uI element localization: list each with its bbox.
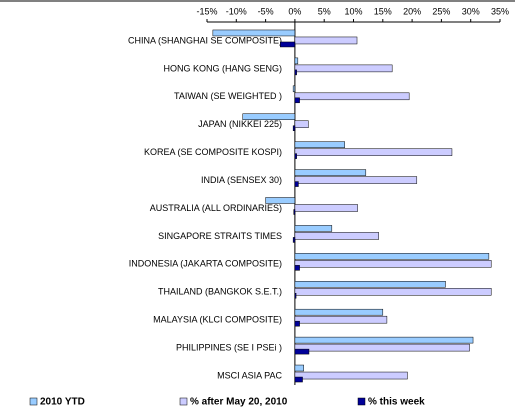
bar: [294, 364, 304, 372]
category-label: JAPAN (NIKKEI 225): [198, 119, 282, 129]
x-tick-label: 30%: [462, 6, 480, 16]
x-tick-label: 25%: [432, 6, 450, 16]
bar: [294, 281, 446, 288]
bar: [294, 308, 384, 316]
bar: [294, 225, 333, 232]
category-label: SINGAPORE STRAITS TIMES: [158, 231, 282, 241]
x-tick-label: -15%: [196, 6, 217, 16]
category-label: THAILAND (BANGKOK S.E.T.): [158, 287, 282, 297]
bar: [294, 320, 300, 327]
x-tick-label: 20%: [403, 6, 421, 16]
category-label: INDONESIA (JAKARTA COMPOSITE): [129, 259, 282, 269]
bar: [294, 181, 299, 187]
bar: [280, 41, 296, 48]
bar: [294, 265, 300, 271]
category-label: MSCI ASIA PAC: [217, 370, 282, 380]
bar: [242, 113, 296, 120]
x-tick-label: 5%: [318, 6, 331, 16]
category-label: TAIWAN (SE WEIGHTED ): [174, 91, 282, 101]
bar: [292, 237, 296, 243]
bar: [294, 204, 358, 212]
bar: [294, 343, 470, 352]
legend-label: % this week: [368, 397, 425, 408]
x-tick-label: 35%: [491, 6, 509, 16]
category-label: HONG KONG (HANG SENG): [163, 63, 282, 73]
category-label: INDIA (SENSEX 30): [201, 175, 282, 185]
legend-swatch: [357, 397, 366, 406]
category-label: PHILIPPINES (SE I PSEi ): [176, 342, 282, 352]
bar: [294, 288, 492, 296]
legend-label: % after May 20, 2010: [190, 397, 288, 408]
bar: [294, 64, 393, 73]
bar: [294, 36, 358, 45]
bar: [294, 232, 379, 240]
bar: [294, 176, 418, 184]
bar: [294, 376, 303, 383]
x-tick-label: 10%: [344, 6, 362, 16]
category-label: AUSTRALIA (ALL ORDINARIES): [150, 203, 282, 213]
x-tick-label: 15%: [374, 6, 392, 16]
bar: [294, 141, 345, 148]
bar: [292, 85, 296, 93]
bar: [294, 371, 408, 380]
bar: [294, 169, 367, 176]
bar: [294, 69, 297, 76]
category-label: MALAYSIA (KLCI COMPOSITE): [153, 315, 282, 325]
bar: [292, 125, 296, 131]
bar: [294, 120, 309, 128]
bar: [294, 293, 297, 299]
bar: [294, 260, 492, 268]
x-tick-label: 0%: [288, 6, 301, 16]
legend-label: 2010 YTD: [40, 397, 85, 408]
bar: [294, 148, 453, 156]
legend-swatch: [179, 397, 188, 406]
x-tick-label: -5%: [258, 6, 274, 16]
bar: [294, 336, 474, 344]
bar: [265, 197, 296, 204]
category-label: CHINA (SHANGHAI SE COMPOSITE): [128, 35, 282, 45]
bar: [294, 97, 300, 104]
bar: [293, 209, 296, 215]
bar: [294, 92, 410, 101]
bar: [294, 348, 310, 355]
bar: [294, 153, 297, 159]
bar: [294, 315, 388, 324]
legend-swatch: [29, 397, 38, 406]
bar: [294, 253, 490, 260]
category-label: KOREA (SE COMPOSITE KOSPI): [144, 147, 282, 157]
bar: [212, 29, 296, 37]
bar: [294, 57, 299, 65]
x-tick-label: -10%: [226, 6, 247, 16]
